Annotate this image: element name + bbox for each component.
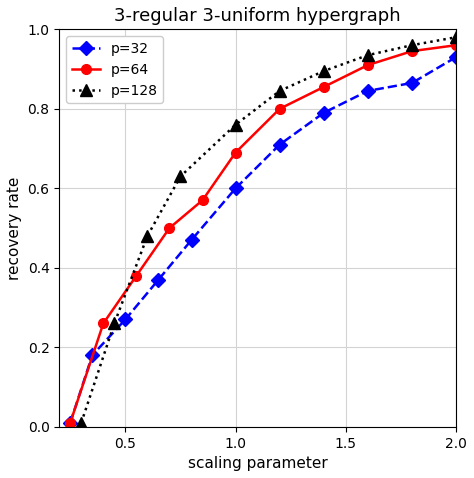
p=32 — [453, 54, 459, 60]
p=32 — [90, 352, 95, 358]
p=32 — [365, 88, 371, 94]
p=128 — [233, 122, 238, 128]
p=128 — [409, 43, 415, 48]
p=128 — [277, 88, 283, 94]
p=32 — [409, 80, 415, 86]
p=64 — [277, 106, 283, 112]
p=128 — [178, 174, 183, 179]
p=128 — [365, 52, 371, 58]
p=64 — [233, 150, 238, 155]
p=128 — [321, 68, 327, 74]
Y-axis label: recovery rate: recovery rate — [7, 176, 22, 280]
X-axis label: scaling parameter: scaling parameter — [188, 456, 328, 471]
p=64 — [167, 225, 173, 231]
p=64 — [134, 273, 139, 279]
p=64 — [67, 420, 73, 426]
p=32 — [321, 110, 327, 116]
p=128 — [145, 233, 150, 239]
p=32 — [155, 277, 161, 282]
p=64 — [321, 84, 327, 90]
p=64 — [100, 321, 106, 326]
p=64 — [409, 48, 415, 54]
p=64 — [365, 62, 371, 68]
p=128 — [111, 321, 117, 326]
p=128 — [78, 420, 84, 426]
Line: p=32: p=32 — [65, 52, 461, 428]
p=32 — [67, 420, 73, 426]
Line: p=128: p=128 — [76, 32, 462, 428]
p=32 — [189, 237, 194, 243]
p=64 — [453, 43, 459, 48]
p=128 — [453, 34, 459, 40]
p=32 — [122, 316, 128, 322]
p=32 — [233, 185, 238, 191]
Legend: p=32, p=64, p=128: p=32, p=64, p=128 — [66, 36, 163, 103]
Line: p=64: p=64 — [65, 40, 461, 428]
p=64 — [200, 197, 205, 203]
Title: 3-regular 3-uniform hypergraph: 3-regular 3-uniform hypergraph — [114, 7, 401, 25]
p=32 — [277, 141, 283, 147]
